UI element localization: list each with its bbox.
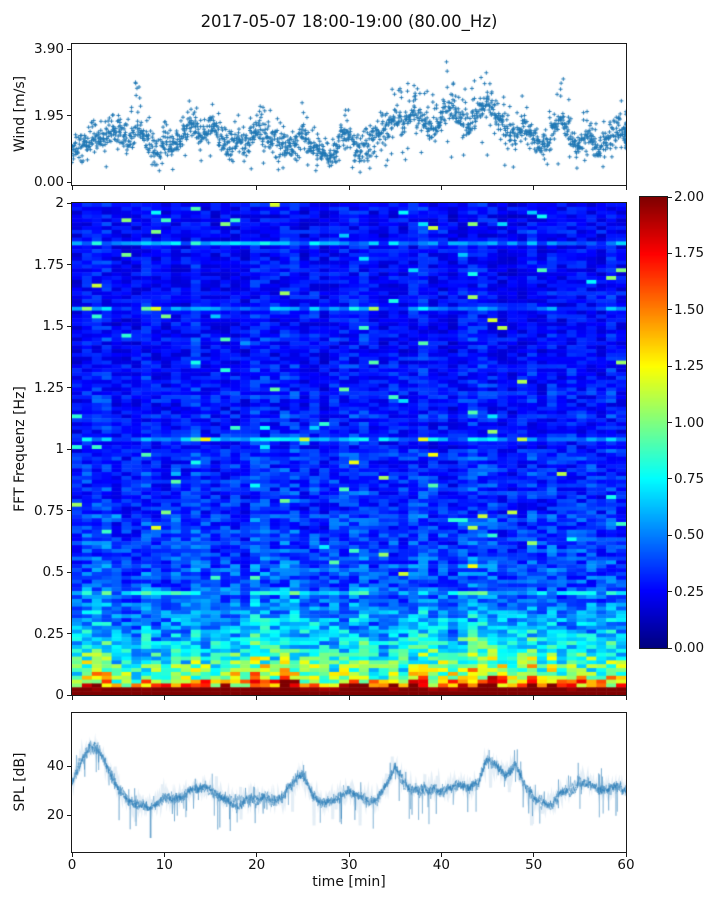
wind-x-tick [256, 186, 258, 190]
x-tick-label: 20 [248, 857, 266, 873]
spectrogram-y-tick [67, 510, 71, 511]
x-tick-label: 50 [525, 857, 543, 873]
colorbar-tick-label: 0.25 [674, 583, 705, 600]
colorbar-tick-label: 0.50 [674, 527, 705, 544]
spectrogram-y-tick [67, 448, 71, 450]
wind-y-tick-label: 0.00 [33, 174, 64, 190]
colorbar-tick-label: 0.00 [674, 640, 705, 656]
wind-x-tick [440, 186, 442, 190]
spectrogram-y-tick-label: 1 [55, 441, 64, 457]
spectrogram-x-tick [71, 696, 73, 700]
x-tick [163, 853, 165, 857]
wind-x-tick [163, 186, 165, 190]
spectrogram-x-tick [625, 696, 627, 700]
fft-spectrogram-heatmap [72, 203, 626, 695]
colorbar-tick [668, 252, 672, 254]
wind-y-tick-label: 1.95 [33, 107, 64, 124]
x-tick [71, 853, 73, 857]
spl-line-plot [72, 713, 626, 852]
wind-y-tick-label: 3.90 [33, 41, 64, 57]
spl-y-tick [67, 765, 71, 767]
spectrogram-y-tick [67, 571, 71, 573]
spectrogram-x-tick [440, 696, 442, 700]
colorbar-tick [668, 534, 672, 536]
colorbar-tick-label: 2.00 [674, 189, 705, 205]
spectrogram-x-tick [163, 696, 165, 700]
x-tick [440, 853, 442, 857]
x-tick-label: 0 [67, 857, 77, 873]
colorbar-tick [668, 478, 672, 480]
spectrogram-y-tick-label: 0.75 [33, 502, 64, 519]
spectrogram-x-tick [348, 696, 350, 700]
colorbar-tick-label: 1.25 [674, 358, 705, 375]
x-tick-label: 30 [340, 857, 358, 873]
spectrogram-y-tick-label: 2 [55, 195, 64, 211]
spectrogram-y-tick-label: 0.5 [42, 564, 64, 580]
wind-x-tick [71, 186, 73, 190]
wind-y-tick [67, 181, 71, 183]
colorbar-tick-label: 1.75 [674, 245, 705, 262]
x-tick [256, 853, 258, 857]
spectrogram-y-tick [67, 325, 71, 327]
x-tick [533, 853, 535, 857]
x-tick [348, 853, 350, 857]
wind-y-tick [67, 115, 71, 116]
wind-y-tick [67, 48, 71, 50]
spectrogram-y-tick-label: 1.25 [33, 379, 64, 396]
colorbar-tick [668, 591, 672, 593]
spectrogram-x-tick [256, 696, 258, 700]
spectrogram-y-tick-label: 0.25 [33, 625, 64, 642]
x-tick [625, 853, 627, 857]
x-tick-label: 40 [432, 857, 450, 873]
spectrogram-y-tick-label: 1.75 [33, 256, 64, 273]
colorbar-tick [668, 365, 672, 367]
wind-scatter-plot [72, 44, 626, 185]
spectrogram-x-tick [533, 696, 535, 700]
colorbar-tick [668, 196, 672, 198]
x-axis-label: time [min] [312, 874, 386, 890]
colorbar [640, 197, 667, 648]
spectrogram-y-tick-label: 1.5 [42, 318, 64, 334]
spectrogram-y-tick [67, 694, 71, 696]
x-tick-label: 10 [155, 857, 173, 873]
spectrogram-y-tick-label: 0 [55, 687, 64, 703]
wind-x-tick [348, 186, 350, 190]
colorbar-tick-label: 1.50 [674, 301, 705, 318]
colorbar-tick-label: 1.00 [674, 414, 705, 431]
wind-x-tick [625, 186, 627, 190]
spectrogram-y-tick [67, 633, 71, 634]
spl-y-tick-label: 20 [46, 807, 64, 823]
colorbar-tick [668, 309, 672, 311]
spl-y-tick-label: 40 [46, 758, 64, 774]
spl-y-tick [67, 814, 71, 816]
spectrogram-y-tick [67, 264, 71, 265]
colorbar-tick [668, 422, 672, 423]
spectrogram-y-tick [67, 387, 71, 388]
colorbar-tick [668, 647, 672, 649]
colorbar-tick-label: 0.75 [674, 470, 705, 487]
wind-x-tick [533, 186, 535, 190]
figure-title: 2017-05-07 18:00-19:00 (80.00_Hz) [200, 12, 498, 31]
x-tick-label: 60 [617, 857, 635, 873]
spectrogram-y-tick [67, 202, 71, 204]
